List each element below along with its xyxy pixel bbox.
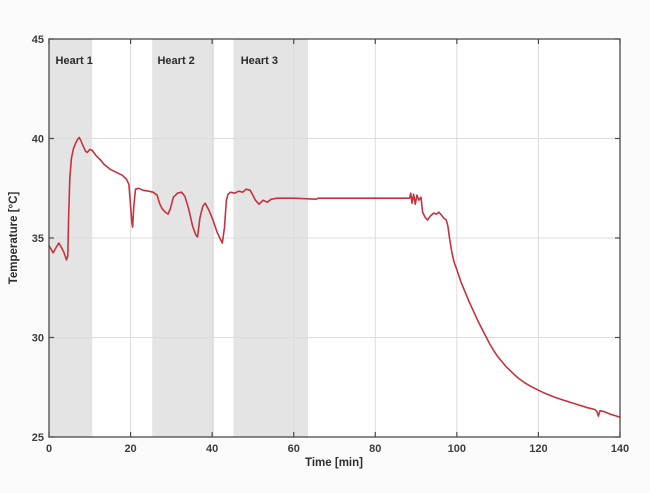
- region-label: Heart 2: [157, 55, 194, 67]
- x-tick-label: 60: [288, 443, 300, 455]
- x-tick-label: 120: [529, 443, 547, 455]
- y-tick-label: 25: [32, 432, 44, 444]
- x-tick-label: 140: [611, 443, 629, 455]
- x-tick-label: 100: [448, 443, 466, 455]
- y-axis-label: Temperature [°C]: [8, 192, 20, 285]
- region-label: Heart 3: [241, 55, 278, 67]
- region-label: Heart 1: [56, 55, 93, 67]
- temperature-line: [48, 136, 621, 418]
- y-tick-label: 30: [32, 333, 44, 345]
- y-tick-label: 40: [32, 134, 44, 146]
- x-tick-label: 0: [46, 443, 52, 455]
- y-tick-label: 35: [32, 233, 44, 245]
- x-tick-label: 20: [124, 443, 136, 455]
- x-tick-label: 80: [369, 443, 381, 455]
- x-axis-label: Time [min]: [305, 457, 363, 469]
- x-tick-label: 40: [206, 443, 218, 455]
- y-tick-label: 45: [32, 34, 44, 46]
